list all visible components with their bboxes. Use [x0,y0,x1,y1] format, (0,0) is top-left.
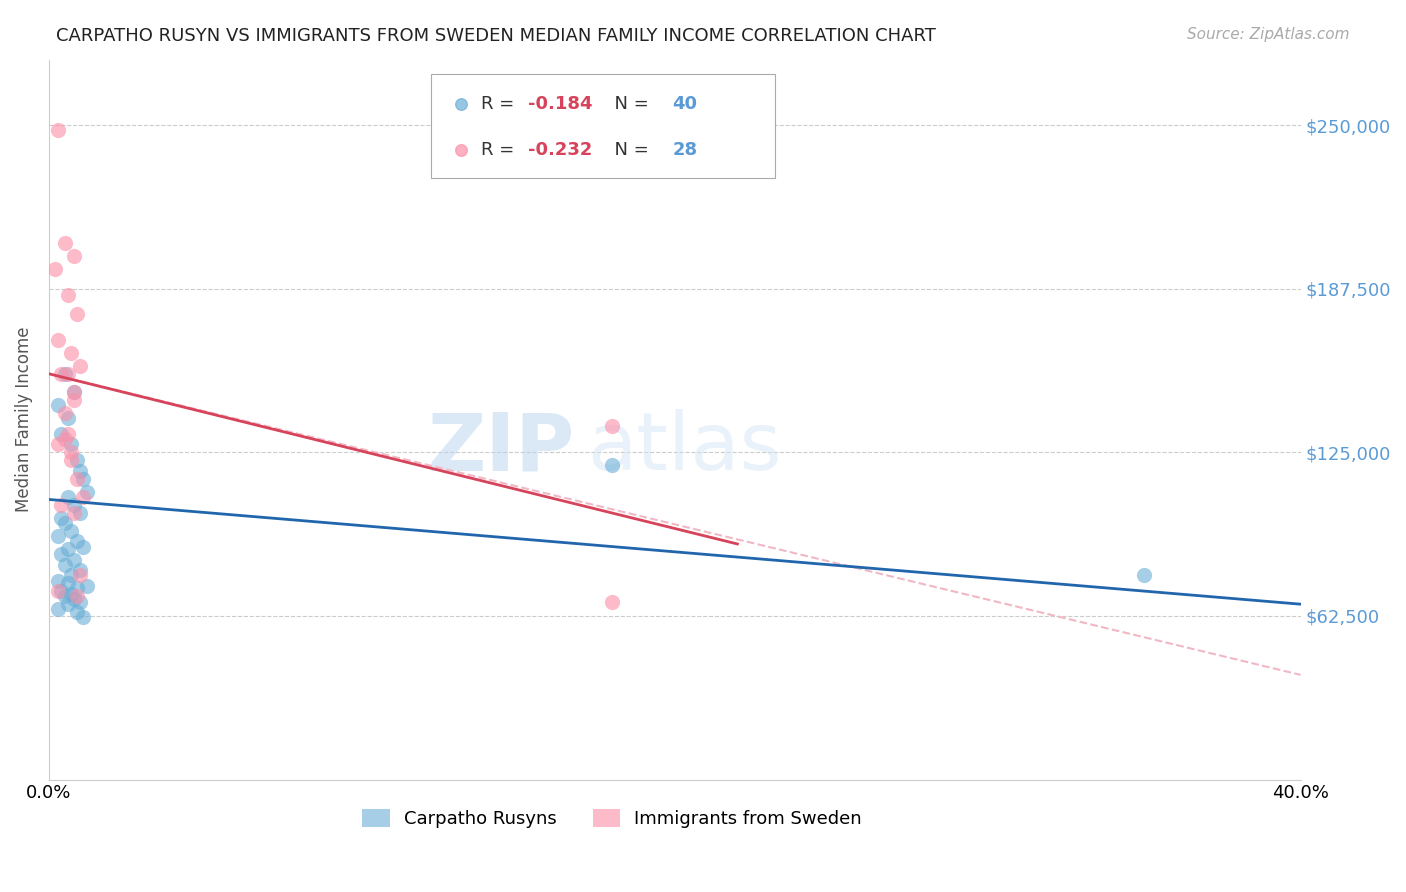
Point [48,574,70,588]
Point [53,235,76,250]
Point [56,542,79,557]
Point [66,605,89,619]
Point [66,582,89,596]
Text: Source: ZipAtlas.com: Source: ZipAtlas.com [1187,27,1350,42]
Point [72,540,94,554]
Point [56,597,79,611]
Text: R =: R = [481,141,520,159]
Point [51,548,73,562]
Point [48,529,70,543]
Point [53,558,76,572]
Text: R =: R = [481,95,520,113]
Point [66,471,89,485]
Point [59,524,82,538]
Text: 40: 40 [672,95,697,113]
Point [66,307,89,321]
Point [69,464,91,478]
Legend: Carpatho Rusyns, Immigrants from Sweden: Carpatho Rusyns, Immigrants from Sweden [356,802,869,836]
Point [69,563,91,577]
Point [51,427,73,442]
Point [44,262,66,277]
Point [66,453,89,467]
FancyBboxPatch shape [430,74,775,178]
Point [69,568,91,582]
Text: atlas: atlas [588,409,782,487]
Point [51,498,73,512]
Point [76,484,98,499]
Point [63,249,86,263]
Point [59,346,82,360]
Point [56,411,79,425]
Point [63,591,86,606]
Point [48,333,70,347]
Point [76,579,98,593]
Point [53,367,76,381]
Point [1067,772,1090,787]
Text: -0.232: -0.232 [529,141,593,159]
Point [600,594,623,608]
Point [48,398,70,412]
Point [72,471,94,485]
Point [63,552,86,566]
Point [600,458,623,473]
Point [59,453,82,467]
Point [1067,772,1090,787]
Point [63,385,86,400]
Point [56,427,79,442]
Point [59,568,82,582]
Point [56,576,79,591]
Point [69,359,91,373]
Point [53,516,76,530]
Point [59,437,82,451]
Text: N =: N = [603,141,655,159]
Text: CARPATHO RUSYN VS IMMIGRANTS FROM SWEDEN MEDIAN FAMILY INCOME CORRELATION CHART: CARPATHO RUSYN VS IMMIGRANTS FROM SWEDEN… [56,27,936,45]
Text: 28: 28 [672,141,697,159]
Point [51,367,73,381]
Point [69,594,91,608]
Point [56,288,79,302]
Point [63,498,86,512]
Y-axis label: Median Family Income: Median Family Income [15,326,32,512]
Point [66,534,89,549]
Text: ZIP: ZIP [427,409,575,487]
Point [63,392,86,407]
Point [53,406,76,420]
Point [59,587,82,601]
Point [48,584,70,599]
Point [63,385,86,400]
Point [69,506,91,520]
Point [53,432,76,446]
Point [48,437,70,451]
Point [48,602,70,616]
Point [72,490,94,504]
Point [51,510,73,524]
Point [66,590,89,604]
Text: -0.184: -0.184 [529,95,593,113]
Point [51,584,73,599]
Point [63,506,86,520]
Point [56,367,79,381]
Point [56,490,79,504]
Point [59,445,82,459]
Point [53,590,76,604]
Text: N =: N = [603,95,655,113]
Point [600,419,623,434]
Point [72,610,94,624]
Point [48,123,70,137]
Point [1133,568,1156,582]
